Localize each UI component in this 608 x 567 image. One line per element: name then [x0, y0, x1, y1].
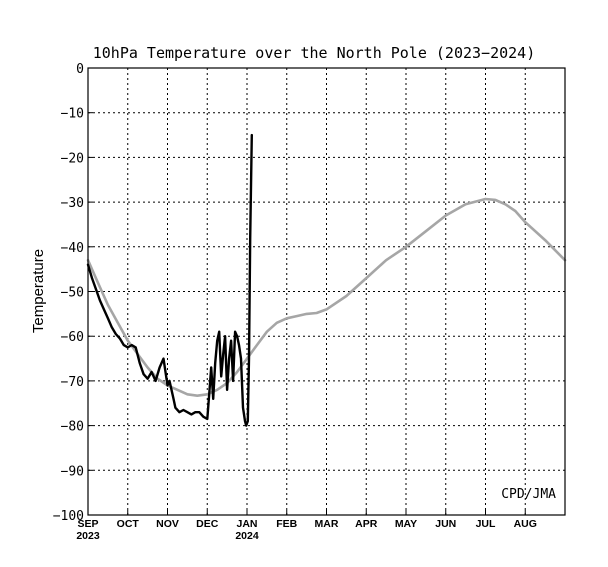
- grid-lines: [88, 68, 565, 515]
- y-tick-label: −100: [53, 509, 84, 524]
- y-tick-label: −60: [61, 330, 84, 345]
- y-tick-label: 0: [76, 62, 84, 77]
- y-tick-label: −40: [61, 241, 84, 256]
- y-tick-label: −90: [61, 464, 84, 479]
- x-tick-label: JUN: [435, 518, 456, 530]
- credit-label: CPD/JMA: [501, 487, 556, 502]
- series-layer: [86, 133, 567, 427]
- x-tick-label: MAY: [395, 518, 417, 530]
- x-tick-label: OCT: [117, 518, 140, 530]
- x-tick-label: DEC: [196, 518, 219, 530]
- y-tick-label: −70: [61, 375, 84, 390]
- y-tick-label: −30: [61, 196, 84, 211]
- x-tick-label: JUL: [476, 518, 496, 530]
- y-tick-label: −80: [61, 420, 84, 435]
- x-tick-label: SEP: [77, 518, 98, 530]
- y-axis-label: Temperature: [30, 249, 47, 333]
- y-tick-label: −50: [61, 286, 84, 301]
- x-tick-label: NOV: [156, 518, 179, 530]
- x-tick-year-label: 2023: [76, 530, 100, 542]
- x-tick-label: JAN: [236, 518, 257, 530]
- x-tick-label: APR: [355, 518, 378, 530]
- x-tick-label: AUG: [514, 518, 537, 530]
- y-tick-label: −20: [61, 151, 84, 166]
- x-tick-label: MAR: [315, 518, 339, 530]
- chart-title: 10hPa Temperature over the North Pole (2…: [93, 44, 536, 62]
- x-tick-year-label: 2024: [235, 530, 259, 542]
- series-line-2023-2024: [86, 133, 254, 427]
- y-tick-label: −10: [61, 107, 84, 122]
- x-tick-label: FEB: [276, 518, 297, 530]
